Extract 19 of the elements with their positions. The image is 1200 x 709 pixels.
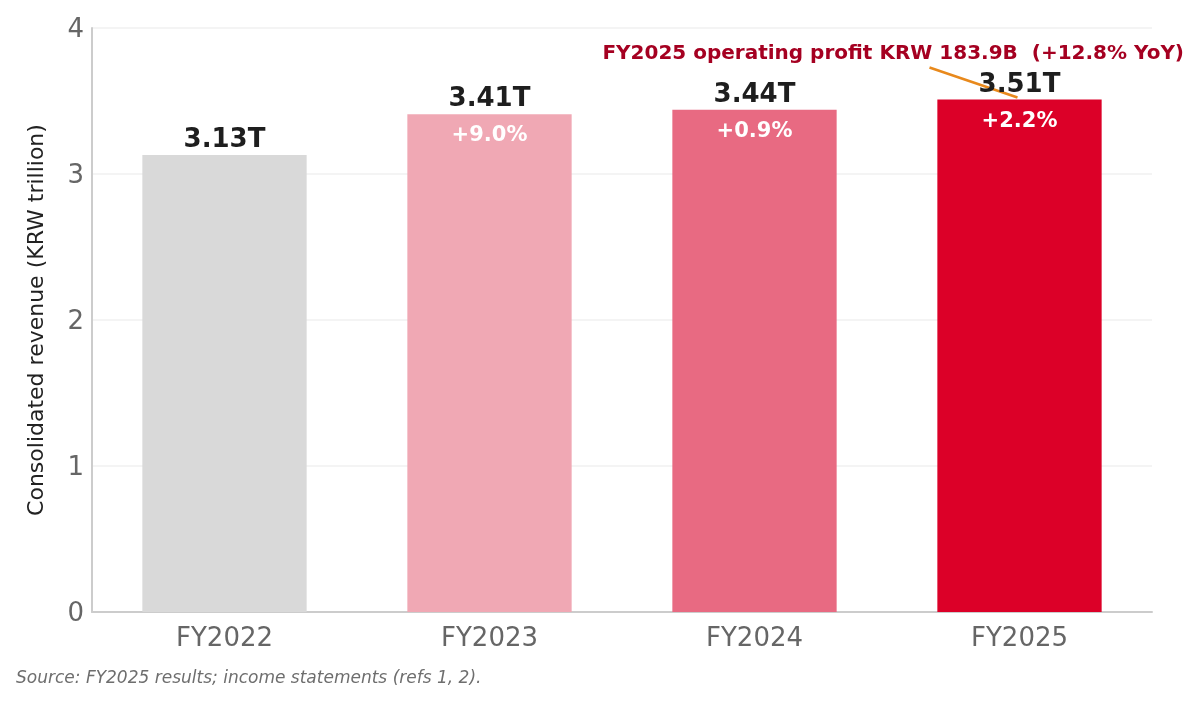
y-tick-label: 2 (67, 305, 84, 335)
y-tick-label: 4 (67, 13, 84, 43)
annotation: +2.2% (981, 107, 1058, 132)
source-note: Source: FY2025 results; income statements (refs 1, 2). (16, 666, 482, 687)
data-label: 3.13T (183, 123, 266, 154)
y-tick-label: 0 (67, 597, 84, 627)
y-tick-label: 1 (67, 451, 84, 481)
x-tick-label: FY2023 (440, 622, 539, 652)
y-tick-label: 3 (67, 159, 84, 189)
x-tick-label: FY2025 (970, 622, 1069, 652)
x-tick-label: FY2024 (705, 622, 804, 652)
y-axis-title: Consolidated revenue (KRW trillion) (22, 124, 48, 516)
data-label: 3.44T (713, 77, 796, 108)
annotation: FY2025 operating profit KRW 183.9B (+12.8% YoY) (602, 39, 1184, 64)
x-tick-label: FY2022 (175, 622, 274, 652)
data-label: 3.41T (448, 82, 531, 113)
annotation: +9.0% (451, 122, 528, 147)
data-label: 3.51T (978, 67, 1061, 98)
annotation: +0.9% (716, 117, 793, 142)
